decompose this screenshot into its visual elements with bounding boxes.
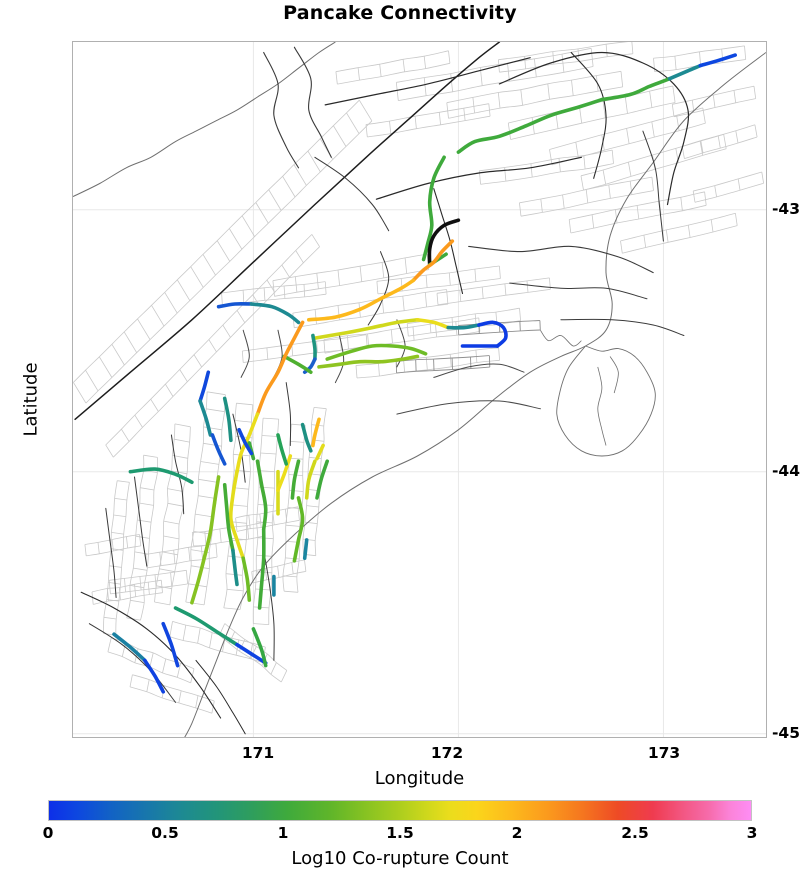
colorbar[interactable] bbox=[48, 800, 752, 821]
page-title: Pancake Connectivity bbox=[283, 2, 517, 24]
map-canvas bbox=[73, 42, 766, 737]
connectivity-trace[interactable] bbox=[315, 459, 329, 500]
connectivity-trace[interactable] bbox=[255, 320, 305, 416]
connectivity-trace[interactable] bbox=[222, 396, 233, 443]
colorbar-tick-label: 0.5 bbox=[151, 824, 179, 842]
connectivity-trace[interactable] bbox=[311, 333, 317, 361]
connectivity-trace[interactable] bbox=[222, 483, 235, 553]
connectivity-trace[interactable] bbox=[237, 428, 254, 456]
connectivity-trace[interactable] bbox=[302, 538, 309, 560]
connectivity-trace[interactable] bbox=[427, 218, 461, 267]
connectivity-trace[interactable] bbox=[228, 469, 245, 560]
colorbar-tick-label: 2 bbox=[511, 824, 523, 842]
connectivity-trace[interactable] bbox=[415, 318, 450, 330]
connectivity-trace[interactable] bbox=[456, 97, 604, 154]
connectivity-trace[interactable] bbox=[421, 155, 446, 262]
ytick-label: -45 bbox=[771, 724, 800, 742]
connectivity-trace[interactable] bbox=[292, 496, 305, 563]
connectivity-trace[interactable] bbox=[251, 627, 268, 668]
connectivity-trace[interactable] bbox=[698, 53, 737, 68]
connectivity-trace[interactable] bbox=[257, 527, 266, 610]
xtick-label: 173 bbox=[647, 744, 681, 762]
connectivity-trace[interactable] bbox=[667, 63, 703, 81]
connectivity-trace[interactable] bbox=[313, 318, 420, 340]
connectivity-trace[interactable] bbox=[255, 459, 268, 532]
colorbar-gradient bbox=[49, 801, 751, 820]
connectivity-trace[interactable] bbox=[161, 621, 180, 668]
connectivity-trace[interactable] bbox=[325, 343, 428, 361]
colorbar-tick-label: 0 bbox=[42, 824, 54, 842]
connectivity-trace[interactable] bbox=[210, 433, 227, 466]
colorbar-tick-label: 2.5 bbox=[621, 824, 649, 842]
connectivity-trace[interactable] bbox=[198, 370, 211, 403]
connectivity-trace[interactable] bbox=[307, 278, 416, 322]
map-plot-area[interactable] bbox=[72, 41, 767, 738]
connectivity-trace[interactable] bbox=[249, 302, 301, 325]
fault-section-polygons bbox=[73, 42, 764, 714]
connectivity-trace[interactable] bbox=[143, 658, 165, 694]
coastline bbox=[73, 42, 766, 737]
connectivity-trace[interactable] bbox=[282, 354, 313, 374]
connectivity-trace[interactable] bbox=[216, 302, 254, 309]
connectivity-trace[interactable] bbox=[300, 422, 313, 453]
colorbar-tick-label: 1 bbox=[277, 824, 289, 842]
colorbar-tick-label: 1.5 bbox=[386, 824, 414, 842]
connectivity-trace[interactable] bbox=[128, 467, 194, 484]
y-axis-label: Latitude bbox=[20, 362, 42, 437]
connectivity-trace[interactable] bbox=[315, 443, 325, 461]
ytick-label: -43 bbox=[771, 200, 800, 218]
connectivity-trace[interactable] bbox=[190, 475, 221, 605]
connectivity-trace[interactable] bbox=[304, 459, 317, 500]
connectivity-trace[interactable] bbox=[198, 399, 213, 437]
connectivity-trace[interactable] bbox=[173, 606, 239, 647]
connectivity-trace[interactable] bbox=[446, 323, 481, 330]
connectivity-trace[interactable] bbox=[311, 417, 321, 448]
x-axis-label: Longitude bbox=[374, 768, 465, 789]
connectivity-trace[interactable] bbox=[276, 433, 288, 466]
connectivity-trace[interactable] bbox=[477, 320, 508, 348]
ytick-label: -44 bbox=[771, 462, 800, 480]
connectivity-trace[interactable] bbox=[600, 76, 672, 102]
connectivity-traces[interactable] bbox=[112, 53, 737, 694]
xtick-label: 172 bbox=[430, 744, 464, 762]
grid-lines bbox=[73, 42, 766, 737]
colorbar-label: Log10 Co-rupture Count bbox=[291, 848, 509, 869]
xtick-label: 171 bbox=[241, 744, 275, 762]
connectivity-trace[interactable] bbox=[411, 239, 455, 283]
connectivity-trace[interactable] bbox=[112, 632, 147, 663]
connectivity-trace[interactable] bbox=[276, 454, 293, 492]
connectivity-trace[interactable] bbox=[241, 556, 252, 602]
colorbar-tick-label: 3 bbox=[746, 824, 758, 842]
connectivity-trace[interactable] bbox=[317, 354, 420, 369]
connectivity-trace[interactable] bbox=[290, 459, 301, 500]
connectivity-trace[interactable] bbox=[231, 548, 239, 587]
